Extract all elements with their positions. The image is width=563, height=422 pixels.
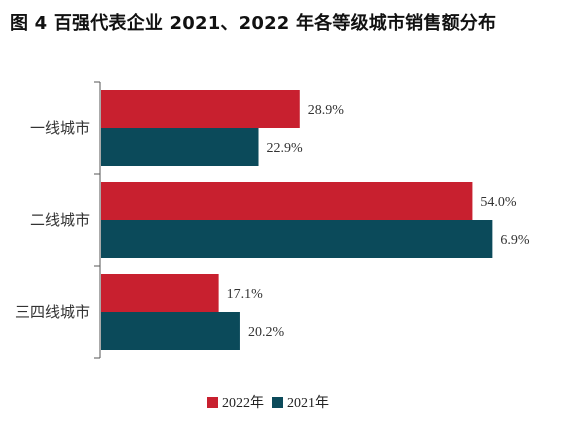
bar-2022 bbox=[101, 274, 219, 312]
data-label: 6.9% bbox=[500, 233, 530, 248]
bar-2021 bbox=[101, 128, 259, 166]
bar-2021 bbox=[101, 312, 240, 350]
data-label: 22.9% bbox=[267, 141, 304, 156]
chart-title: 图 4 百强代表企业 2021、2022 年各等级城市销售额分布 bbox=[10, 13, 497, 34]
legend-item-2022: 2022年 bbox=[207, 392, 264, 412]
legend: 2022年 2021年 bbox=[207, 392, 337, 412]
data-label: 54.0% bbox=[480, 195, 517, 210]
bar-2021 bbox=[101, 220, 493, 258]
legend-label-2022: 2022年 bbox=[222, 396, 264, 411]
bar-2022 bbox=[101, 90, 300, 128]
legend-item-2021: 2021年 bbox=[272, 392, 329, 412]
legend-swatch-2022 bbox=[207, 396, 218, 408]
data-label: 28.9% bbox=[308, 103, 345, 118]
legend-swatch-2021 bbox=[272, 396, 283, 408]
category-label: 一线城市 bbox=[30, 119, 90, 137]
legend-label-2021: 2021年 bbox=[287, 396, 329, 411]
category-label: 二线城市 bbox=[30, 211, 90, 229]
bar-2022 bbox=[101, 182, 473, 220]
data-label: 17.1% bbox=[227, 287, 264, 302]
data-label: 20.2% bbox=[248, 325, 285, 340]
category-label: 三四线城市 bbox=[15, 303, 90, 321]
